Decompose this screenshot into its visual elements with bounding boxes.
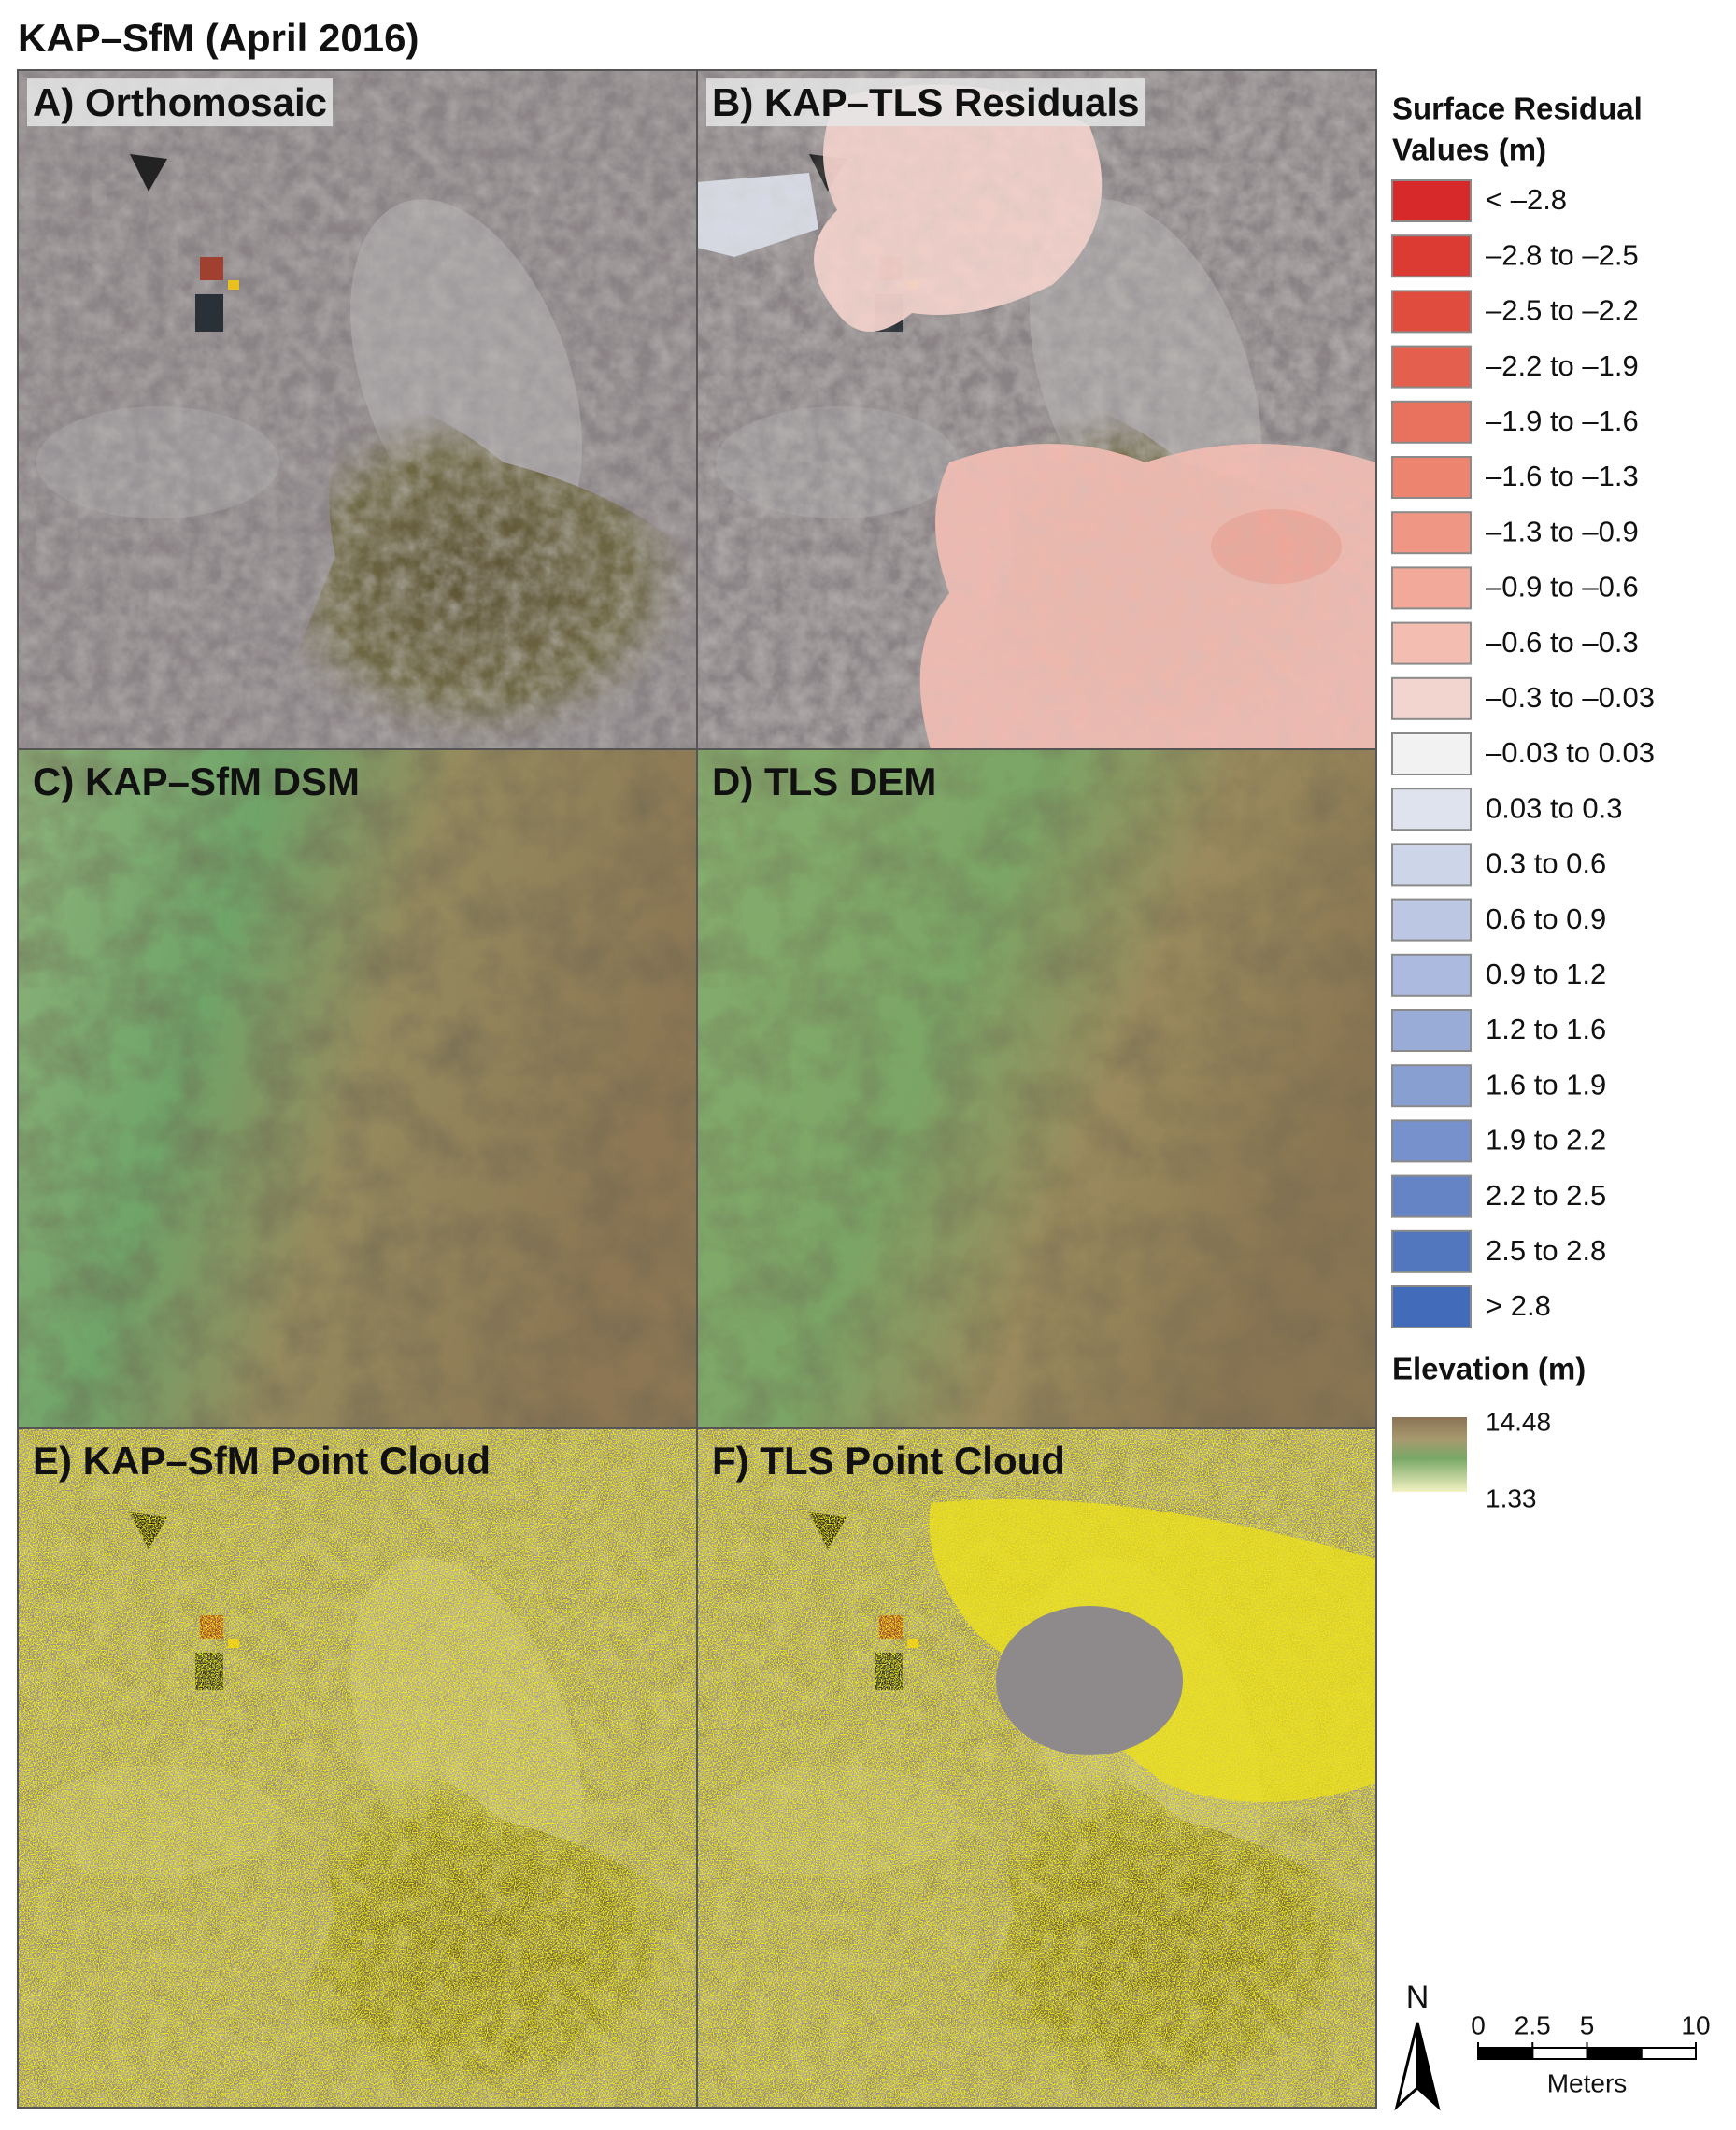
panel-label: E) KAP–SfM Point Cloud [33,1439,491,1483]
legend-swatch [1391,400,1472,444]
legend-swatch [1391,456,1472,499]
panel-label: D) TLS DEM [712,760,936,803]
north-label: N [1406,1980,1430,2015]
legend-label: 2.5 to 2.8 [1486,1234,1606,1267]
legend-label: –1.6 to –1.3 [1486,460,1639,492]
legend-label: –2.2 to –1.9 [1486,349,1639,382]
north-arrow [1394,2022,1419,2111]
panel-label-background [27,78,334,127]
legend-swatch [1391,234,1472,278]
legend-swatch [1391,1064,1472,1108]
legend-swatch [1391,1285,1472,1328]
elevation-min: 1.33 [1486,1484,1537,1512]
panel-label: C) KAP–SfM DSM [33,760,360,803]
panel-label: A) Orthomosaic [33,80,327,124]
legend-label: > 2.8 [1486,1289,1551,1322]
legend-swatch [1391,1229,1472,1273]
scale-bar-label: 0 [1471,2010,1486,2039]
panel-label: B) KAP–TLS Residuals [712,80,1139,124]
panel-b-image [697,70,1376,749]
legend-swatch [1391,511,1472,555]
legend-label: –2.8 to –2.5 [1486,238,1639,271]
legend-swatch [1391,179,1472,222]
panel-d-image [697,749,1376,1428]
legend-label: –2.5 to –2.2 [1486,294,1639,327]
legend-label: 0.6 to 0.9 [1486,902,1606,935]
legend-label: –0.03 to 0.03 [1486,736,1655,769]
scale-bar-label: 5 [1580,2010,1595,2039]
scale-bar-segment [1477,2047,1534,2060]
legend-swatch [1391,1119,1472,1163]
legend-label: 1.6 to 1.9 [1486,1068,1606,1100]
panel-frames [17,69,1377,2109]
scale-bar-segment [1531,2047,1588,2060]
panel-f-image [697,1428,1376,2108]
legend-label: 2.2 to 2.5 [1486,1179,1606,1212]
panel-e-image [18,1428,697,2108]
legend-label: –0.6 to –0.3 [1486,626,1639,659]
panel-label-background [706,78,1145,127]
scale-bar-label: 10 [1681,2010,1710,2039]
legend-swatch [1391,345,1472,389]
figure-title: KAP–SfM (April 2016) [18,16,419,60]
legend-label: 0.03 to 0.3 [1486,791,1623,824]
legend-label: < –2.8 [1486,183,1567,216]
panel-c-image [18,749,697,1428]
scale-bar-unit: Meters [1547,2068,1628,2097]
scale-bar-label: 2.5 [1515,2010,1551,2039]
legend-swatch [1391,290,1472,334]
legend-title: Surface Residual [1392,92,1643,126]
legend-label: –1.3 to –0.9 [1486,515,1639,547]
legend-swatch [1391,1174,1472,1218]
legend-swatch [1391,953,1472,997]
panel-a-image [18,70,697,749]
legend-label: 1.2 to 1.6 [1486,1013,1606,1045]
scale-bar-segment [1640,2047,1697,2060]
legend-swatch [1391,566,1472,610]
north-arrow [1416,2022,1441,2111]
legend-swatch [1391,1009,1472,1052]
panel-label: F) TLS Point Cloud [712,1439,1065,1483]
legend-label: –0.3 to –0.03 [1486,681,1655,714]
legend-swatch [1391,898,1472,942]
legend-swatch [1391,621,1472,665]
legend-label: –0.9 to –0.6 [1486,571,1639,604]
scale-bar-segment [1586,2047,1643,2060]
legend-label: 1.9 to 2.2 [1486,1124,1606,1157]
legend-label: –1.9 to –1.6 [1486,405,1639,437]
legend-swatch [1391,843,1472,887]
legend-title: Values (m) [1392,133,1546,167]
elevation-legend-title: Elevation (m) [1392,1352,1586,1386]
legend-swatch [1391,732,1472,775]
elevation-ramp [1392,1417,1467,1492]
legend-label: 0.9 to 1.2 [1486,958,1606,990]
elevation-max: 14.48 [1486,1407,1551,1436]
legend-swatch [1391,676,1472,720]
legend-label: 0.3 to 0.6 [1486,847,1606,880]
legend-swatch [1391,788,1472,831]
